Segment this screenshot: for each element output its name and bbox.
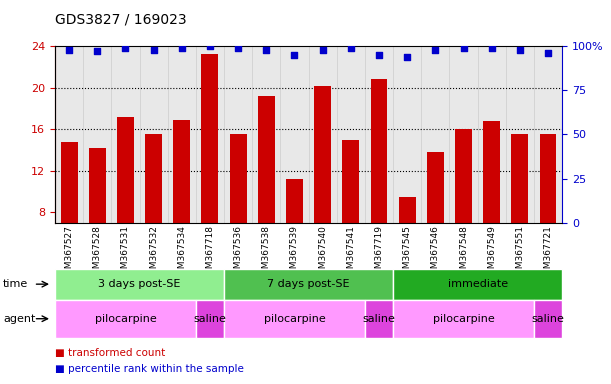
- Bar: [337, 46, 365, 223]
- Point: [92, 48, 102, 55]
- Bar: [145, 134, 162, 223]
- Point: [233, 45, 243, 51]
- Bar: [280, 46, 309, 223]
- Bar: [55, 46, 83, 223]
- Point: [64, 46, 74, 53]
- Text: pilocarpine: pilocarpine: [95, 314, 156, 324]
- Text: saline: saline: [532, 314, 565, 324]
- Text: pilocarpine: pilocarpine: [433, 314, 494, 324]
- Point: [430, 46, 440, 53]
- Bar: [534, 46, 562, 223]
- Bar: [167, 46, 196, 223]
- Text: ■ transformed count: ■ transformed count: [55, 348, 165, 358]
- Bar: [393, 46, 421, 223]
- Bar: [230, 134, 247, 223]
- Bar: [511, 134, 529, 223]
- Bar: [89, 148, 106, 223]
- Bar: [478, 46, 506, 223]
- Text: 7 days post-SE: 7 days post-SE: [267, 279, 350, 289]
- Bar: [252, 46, 280, 223]
- Text: agent: agent: [3, 314, 35, 324]
- Point: [148, 46, 158, 53]
- Text: 3 days post-SE: 3 days post-SE: [98, 279, 181, 289]
- Bar: [399, 197, 415, 223]
- Bar: [196, 46, 224, 223]
- Point: [262, 46, 271, 53]
- Bar: [365, 46, 393, 223]
- Text: ■ percentile rank within the sample: ■ percentile rank within the sample: [55, 364, 244, 374]
- Text: GDS3827 / 169023: GDS3827 / 169023: [55, 13, 186, 27]
- Text: saline: saline: [362, 314, 395, 324]
- Bar: [83, 46, 111, 223]
- Point: [318, 46, 327, 53]
- Point: [402, 54, 412, 60]
- Bar: [309, 46, 337, 223]
- Point: [515, 46, 525, 53]
- Point: [374, 52, 384, 58]
- Bar: [117, 117, 134, 223]
- Point: [459, 45, 469, 51]
- Point: [177, 45, 187, 51]
- Bar: [286, 179, 303, 223]
- Bar: [540, 134, 557, 223]
- Bar: [314, 86, 331, 223]
- Bar: [506, 46, 534, 223]
- Bar: [342, 140, 359, 223]
- Bar: [224, 46, 252, 223]
- Point: [205, 43, 215, 49]
- Point: [120, 45, 130, 51]
- Text: immediate: immediate: [447, 279, 508, 289]
- Text: time: time: [3, 279, 28, 289]
- Bar: [370, 79, 387, 223]
- Text: saline: saline: [194, 314, 227, 324]
- Bar: [421, 46, 450, 223]
- Bar: [483, 121, 500, 223]
- Point: [290, 52, 299, 58]
- Text: pilocarpine: pilocarpine: [263, 314, 325, 324]
- Point: [346, 45, 356, 51]
- Bar: [139, 46, 167, 223]
- Bar: [427, 152, 444, 223]
- Bar: [258, 96, 275, 223]
- Point: [487, 45, 497, 51]
- Bar: [60, 142, 78, 223]
- Point: [543, 50, 553, 56]
- Bar: [111, 46, 139, 223]
- Bar: [202, 55, 218, 223]
- Bar: [450, 46, 478, 223]
- Bar: [455, 129, 472, 223]
- Bar: [174, 120, 190, 223]
